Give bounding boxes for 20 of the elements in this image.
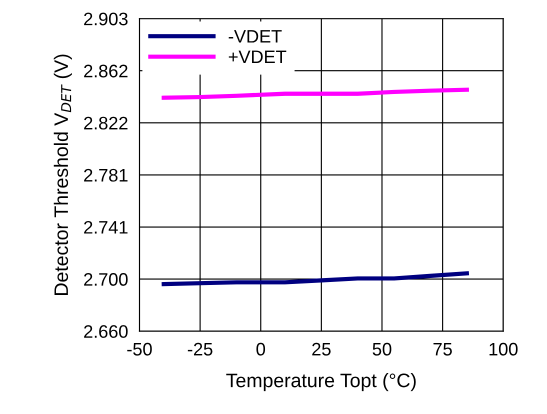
line-series bbox=[162, 271, 469, 286]
x-tick-label: 25 bbox=[312, 342, 331, 356]
x-tick-label: -50 bbox=[127, 342, 152, 356]
y-axis-title: Detector Threshold V$_{DET}$ (V) bbox=[54, 54, 72, 295]
x-tick-label: 75 bbox=[434, 342, 452, 356]
y-tick-label: 2.700 bbox=[84, 273, 128, 286]
y-tick-label: 2.741 bbox=[84, 220, 128, 234]
legend-label: +VDET bbox=[228, 50, 286, 63]
y-tick-label: 2.903 bbox=[84, 12, 128, 26]
y-tick-label: 2.660 bbox=[84, 325, 128, 338]
x-tick-label: 100 bbox=[490, 342, 518, 356]
y-tick-label: 2.781 bbox=[84, 168, 128, 182]
y-tick-label: 2.862 bbox=[84, 64, 128, 78]
legend-label: -VDET bbox=[228, 30, 282, 43]
x-tick-label: 0 bbox=[256, 342, 266, 356]
x-axis-title: Temperature Topt (°C) bbox=[226, 373, 416, 392]
x-tick-label: -25 bbox=[188, 342, 212, 356]
x-tick-label: 50 bbox=[372, 342, 392, 356]
y-tick-label: 2.822 bbox=[84, 116, 128, 130]
line-series bbox=[162, 88, 469, 100]
